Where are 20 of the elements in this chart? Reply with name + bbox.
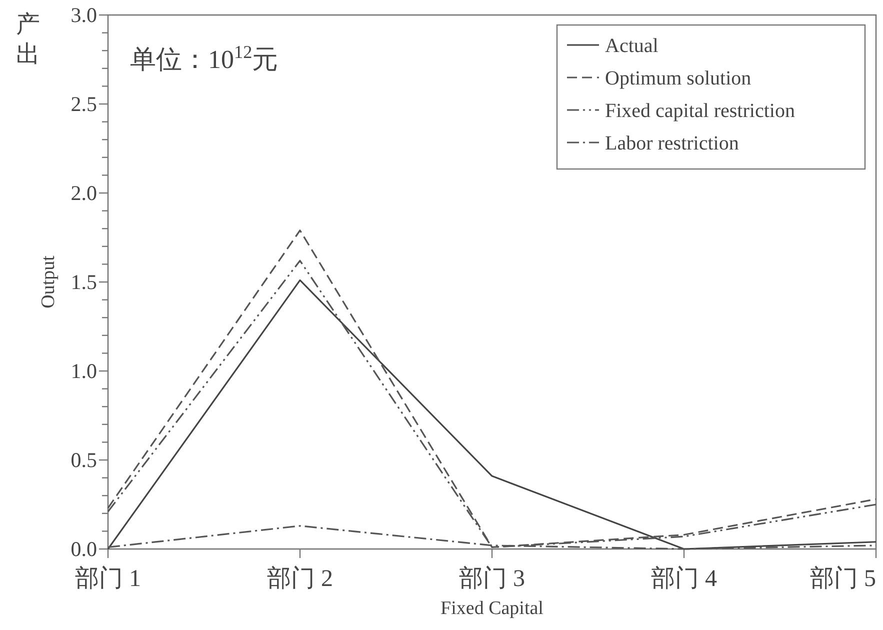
x-axis-title: Fixed Capital — [440, 598, 544, 619]
text: 产出 — [16, 11, 40, 68]
x-tick-label: 部门 4 — [651, 565, 717, 592]
y-tick-label: 1.0 — [70, 359, 97, 383]
x-tick-label: 部门 1 — [75, 565, 141, 592]
annotation: 单位：10$^{12}$元 — [130, 42, 278, 74]
y-tick-label: 1.5 — [70, 270, 97, 294]
legend-label: Optimum solution — [605, 68, 752, 90]
legend-label: Fixed capital restriction — [605, 100, 795, 122]
x-tick-label: 部门 3 — [459, 565, 525, 592]
y-tick-label: 0.5 — [70, 448, 97, 472]
y-axis-title: Output — [38, 254, 59, 308]
legend-label: Labor restriction — [605, 132, 739, 154]
legend-label: Actual — [605, 35, 659, 57]
y-tick-label: 3.0 — [70, 3, 97, 27]
x-tick-label: 部门 5 — [810, 565, 876, 592]
y-tick-label: 2.5 — [70, 92, 97, 116]
y-tick-label: 2.0 — [70, 181, 97, 205]
x-tick-label: 部门 2 — [267, 565, 333, 592]
y-tick-label: 0.0 — [70, 537, 97, 561]
